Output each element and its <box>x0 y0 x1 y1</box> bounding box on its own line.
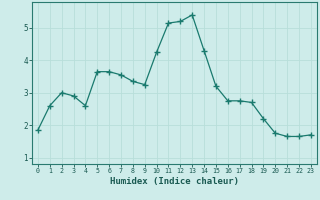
X-axis label: Humidex (Indice chaleur): Humidex (Indice chaleur) <box>110 177 239 186</box>
